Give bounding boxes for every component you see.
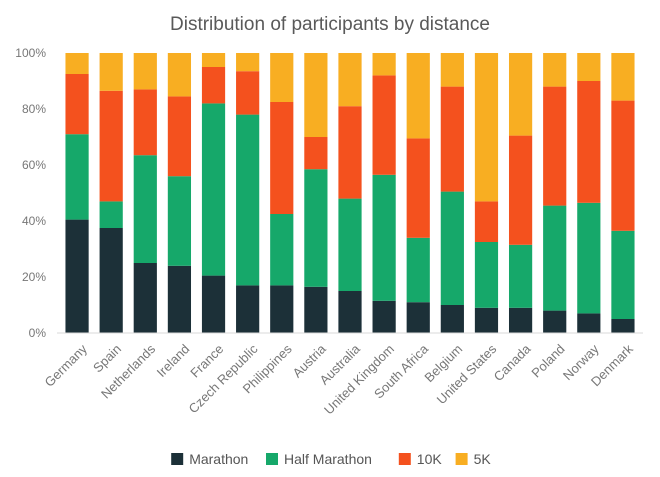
bar-segment-10k bbox=[508, 135, 533, 245]
bar-segment-marathon bbox=[611, 319, 635, 333]
bar-segment-marathon bbox=[133, 263, 157, 333]
bar-segment-marathon bbox=[65, 219, 89, 333]
y-axis: 0% 20% 40% 60% 80% 100% bbox=[15, 46, 46, 340]
bar-segment-5k bbox=[65, 53, 89, 74]
plot-area bbox=[65, 53, 635, 333]
bar-segment-10k bbox=[543, 86, 567, 206]
bar-segment-marathon bbox=[474, 307, 499, 333]
legend-swatch-half-marathon bbox=[266, 453, 278, 465]
bar-segment-10k bbox=[474, 201, 499, 242]
bar-segment-10k bbox=[372, 75, 396, 175]
bar-segment-half-marathon bbox=[167, 176, 192, 266]
bar-segment-marathon bbox=[508, 307, 533, 333]
bar-segment-half-marathon bbox=[372, 174, 396, 301]
bar-segment-marathon bbox=[270, 285, 294, 333]
bar-segment-marathon bbox=[440, 305, 464, 333]
legend-swatch-10k bbox=[398, 453, 411, 465]
bar-segment-5k bbox=[99, 53, 123, 91]
y-tick-label: 40% bbox=[22, 214, 46, 228]
bar-segment-half-marathon bbox=[440, 191, 464, 305]
bar-segment-10k bbox=[406, 138, 430, 238]
bar-segment-5k bbox=[611, 53, 635, 101]
x-tick-label: Ireland bbox=[154, 341, 193, 380]
bar-segment-10k bbox=[133, 89, 157, 156]
bar-segment-5k bbox=[201, 53, 226, 67]
bar-segment-half-marathon bbox=[577, 202, 601, 314]
x-tick-label: Canada bbox=[491, 341, 534, 384]
bar-segment-half-marathon bbox=[508, 244, 533, 308]
y-tick-label: 0% bbox=[29, 326, 47, 340]
bar-segment-half-marathon bbox=[543, 205, 567, 311]
bar-segment-5k bbox=[133, 53, 157, 90]
bar-segment-half-marathon bbox=[406, 237, 430, 303]
legend-swatch-marathon bbox=[171, 453, 184, 465]
bar-segment-5k bbox=[372, 53, 396, 76]
bar-segment-half-marathon bbox=[65, 134, 89, 220]
bar-segment-half-marathon bbox=[201, 103, 226, 276]
bar-segment-marathon bbox=[236, 285, 260, 333]
bar-segment-10k bbox=[65, 74, 89, 135]
bar-segment-half-marathon bbox=[474, 242, 499, 308]
bar-segment-10k bbox=[440, 86, 464, 192]
bar-segment-5k bbox=[406, 53, 430, 139]
bar-segment-5k bbox=[236, 53, 260, 72]
bar-segment-10k bbox=[236, 71, 260, 115]
bar-segment-5k bbox=[577, 53, 601, 81]
bar-segment-marathon bbox=[304, 286, 328, 333]
bar-segment-5k bbox=[474, 53, 499, 202]
legend-swatch-5k bbox=[455, 453, 468, 465]
legend-label: 5K bbox=[474, 451, 492, 467]
bar-segment-10k bbox=[577, 81, 601, 203]
bar-segment-5k bbox=[338, 53, 362, 107]
legend-label: Marathon bbox=[189, 451, 248, 467]
bar-segment-half-marathon bbox=[236, 114, 260, 286]
bar-segment-5k bbox=[270, 53, 294, 102]
bar-segment-marathon bbox=[167, 265, 192, 333]
legend-label: 10K bbox=[417, 451, 443, 467]
y-tick-label: 80% bbox=[22, 102, 46, 116]
bar-segment-marathon bbox=[201, 275, 226, 333]
legend-label: Half Marathon bbox=[284, 451, 372, 467]
y-tick-label: 20% bbox=[22, 270, 46, 284]
bar-segment-10k bbox=[167, 96, 192, 177]
y-tick-label: 100% bbox=[15, 46, 46, 60]
bar-segment-marathon bbox=[406, 302, 430, 333]
bar-segment-half-marathon bbox=[611, 230, 635, 319]
bar-segment-5k bbox=[508, 53, 533, 136]
x-axis: Germany SpainNetherlandsIrelandFranceCzec… bbox=[42, 341, 637, 418]
bar-segment-10k bbox=[270, 102, 294, 214]
bar-segment-10k bbox=[338, 106, 362, 199]
chart-title: Distribution of participants by distance bbox=[170, 14, 490, 35]
y-tick-label: 60% bbox=[22, 158, 46, 172]
bar-segment-marathon bbox=[99, 228, 123, 333]
bar-segment-marathon bbox=[577, 313, 601, 333]
bar-segment-10k bbox=[611, 100, 635, 231]
bar-segment-half-marathon bbox=[99, 201, 123, 228]
bar-segment-5k bbox=[543, 53, 567, 87]
bar-segment-10k bbox=[201, 67, 226, 104]
bar-segment-5k bbox=[167, 53, 192, 97]
bar-segment-half-marathon bbox=[304, 169, 328, 287]
bar-segment-5k bbox=[304, 53, 328, 137]
bar-segment-5k bbox=[440, 53, 464, 87]
bar-segment-half-marathon bbox=[270, 214, 294, 286]
bar-segment-marathon bbox=[338, 291, 362, 333]
bar-segment-10k bbox=[304, 137, 328, 170]
bar-segment-half-marathon bbox=[338, 198, 362, 291]
bar-segment-marathon bbox=[543, 310, 567, 333]
x-tick-label: Germany bbox=[42, 341, 91, 390]
bar-segment-half-marathon bbox=[133, 155, 157, 263]
legend: Marathon Half Marathon 10K 5K bbox=[171, 451, 491, 467]
bar-segment-10k bbox=[99, 90, 123, 202]
bar-segment-marathon bbox=[372, 300, 396, 333]
